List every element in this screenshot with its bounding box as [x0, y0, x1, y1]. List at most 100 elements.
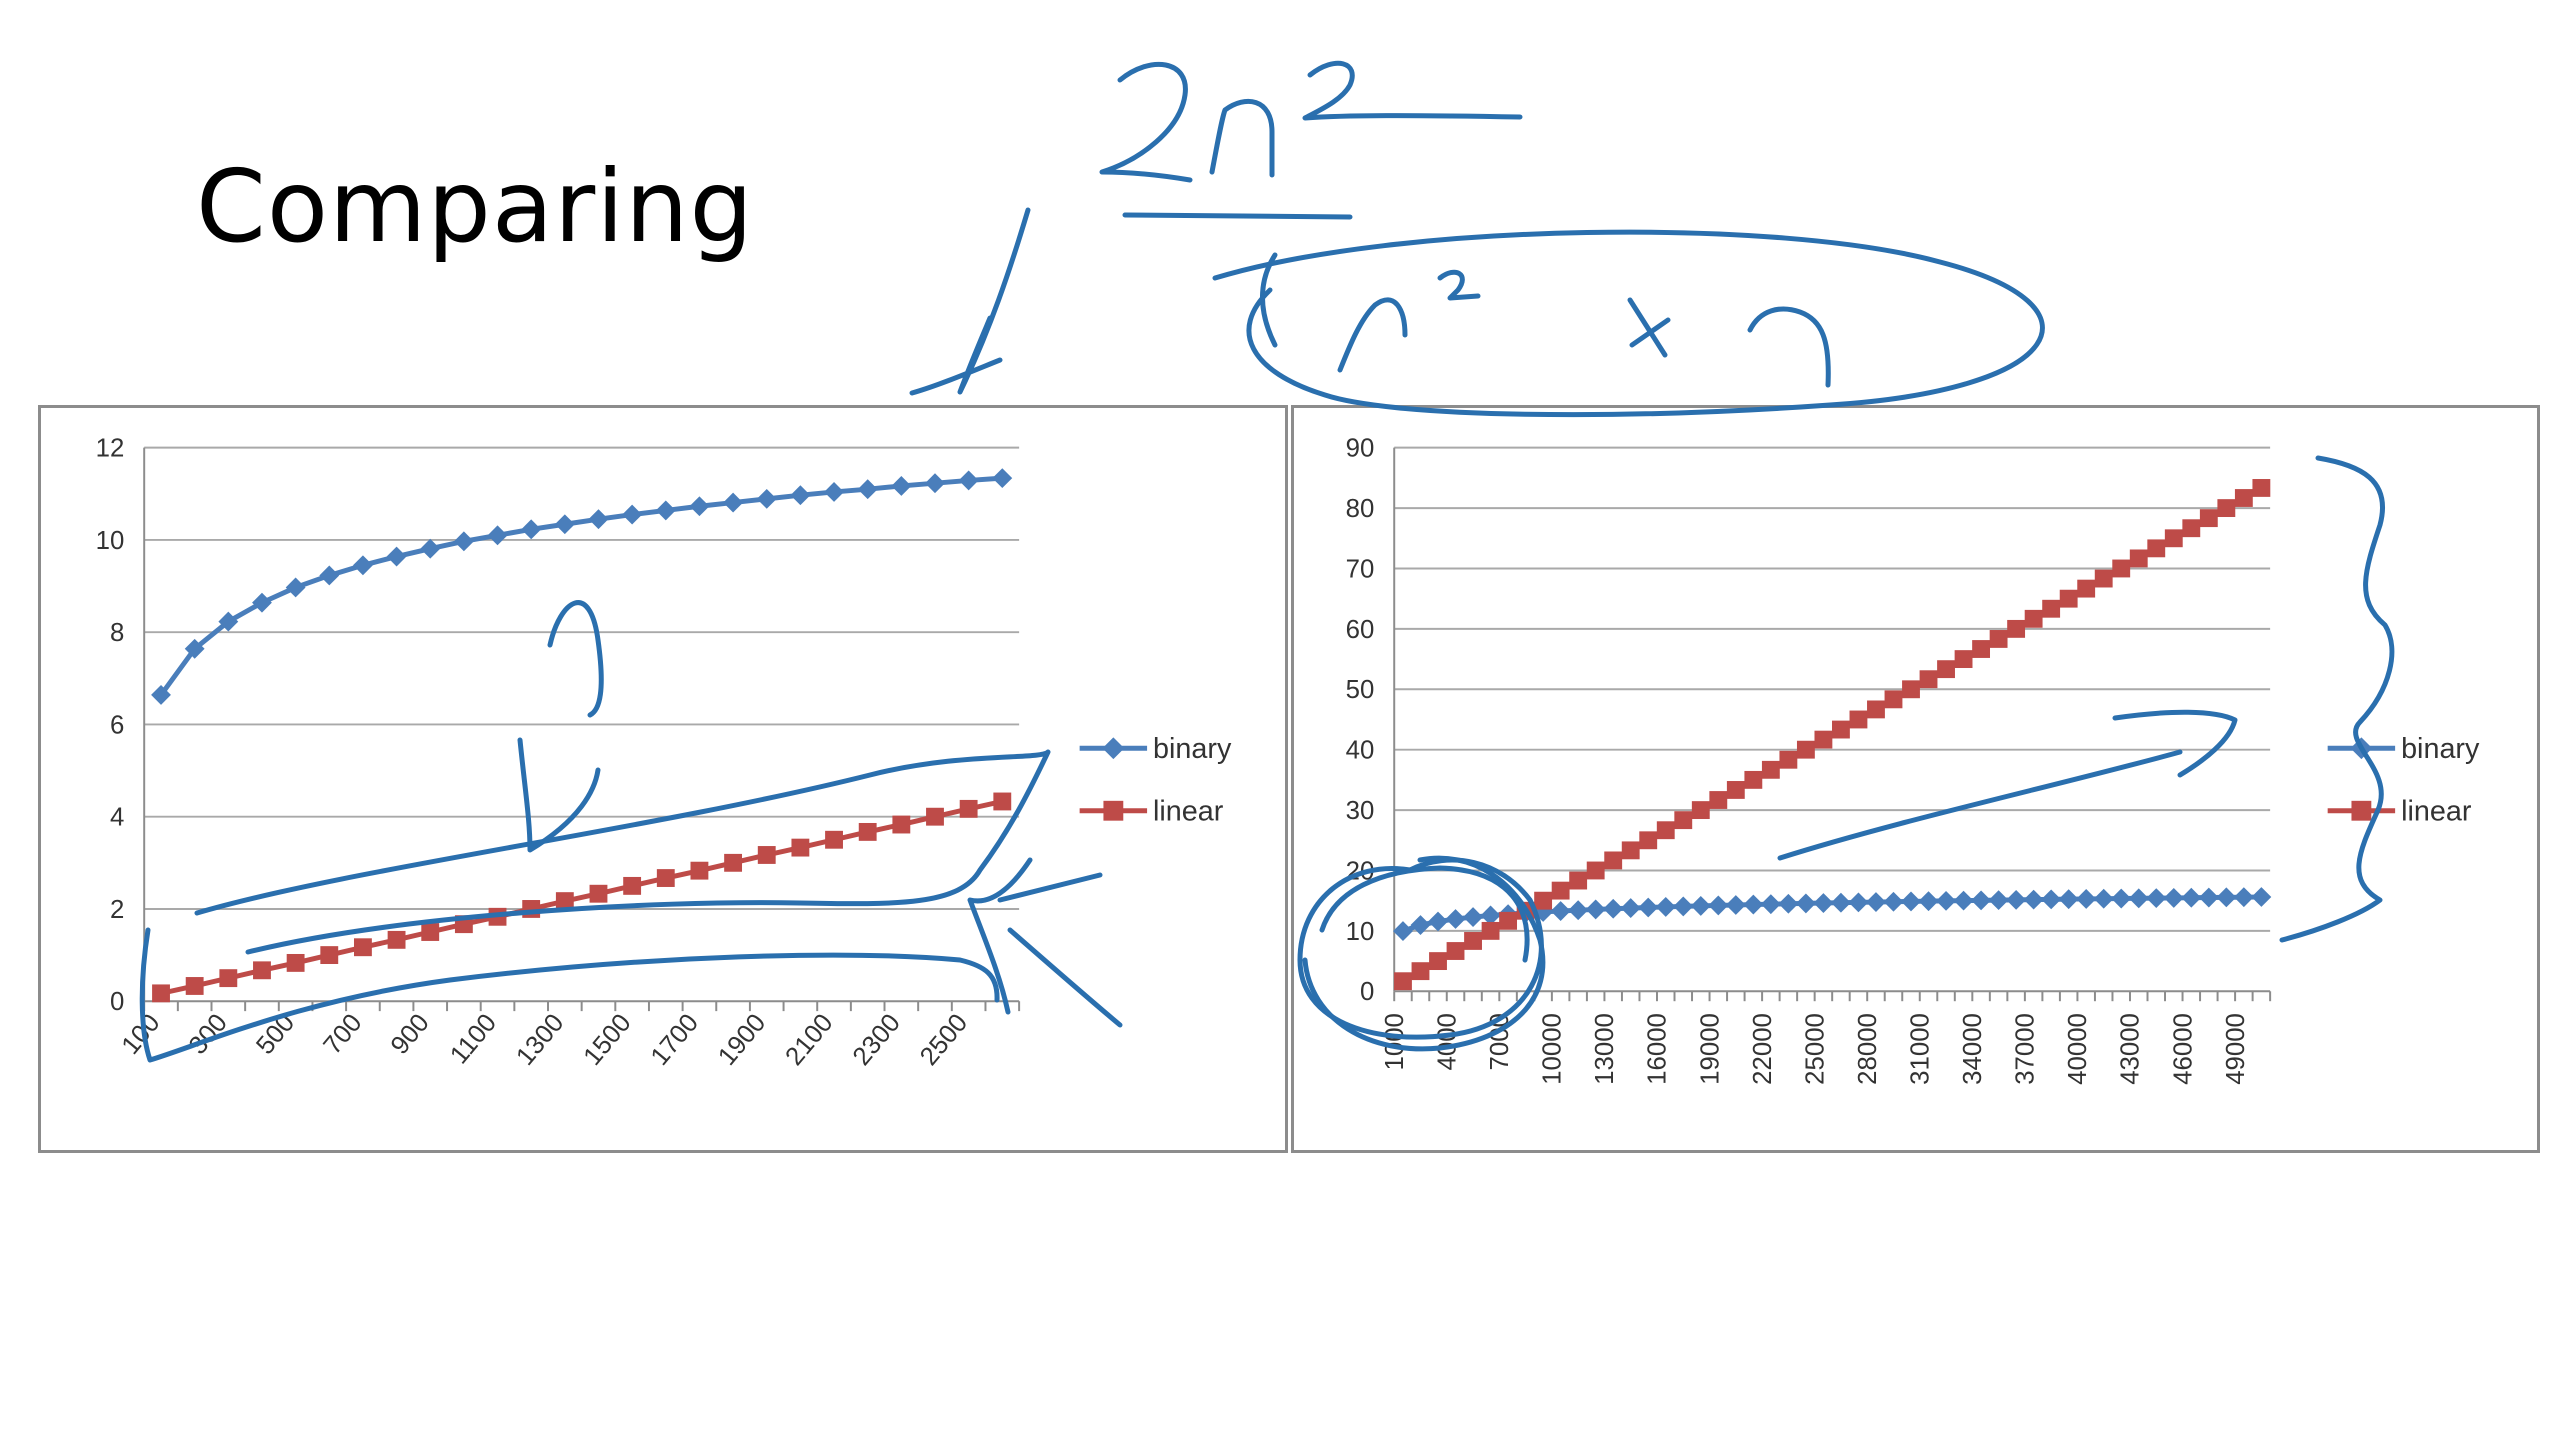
right-x-tick-label: 31000	[1907, 1013, 1935, 1085]
right-x-tick-label: 7000	[1486, 1013, 1514, 1070]
right-binary-point	[2163, 887, 2184, 908]
left-linear-point	[690, 861, 709, 880]
right-binary-point	[2111, 888, 2132, 909]
right-binary-point	[2006, 889, 2027, 910]
left-binary-point	[386, 546, 407, 567]
right-binary-point	[1778, 893, 1799, 914]
right-binary-point	[2216, 887, 2237, 908]
left-binary-point	[521, 519, 542, 540]
left-linear-point	[825, 830, 843, 849]
left-y-tick-label: 4	[110, 804, 124, 832]
right-linear-point	[1989, 630, 2008, 648]
right-linear-point	[2147, 539, 2166, 558]
left-linear-point	[522, 900, 541, 918]
left-x-tick-label: 2300	[848, 1009, 906, 1071]
right-binary-point	[2251, 887, 2272, 907]
right-linear-point	[1656, 821, 1675, 840]
right-binary-point	[1936, 890, 1956, 911]
right-binary-point	[1918, 891, 1939, 912]
right-linear-point	[1586, 861, 1605, 880]
right-y-tick-label: 0	[1360, 978, 1374, 1006]
left-linear-point	[152, 984, 170, 1003]
left-binary-point	[790, 485, 811, 506]
left-binary-point	[824, 482, 844, 502]
left-x-tick-label: 500	[251, 1009, 300, 1060]
right-binary-point	[1603, 898, 1624, 919]
left-x-tick-label: 100	[117, 1009, 166, 1060]
right-linear-point	[1814, 730, 1833, 749]
left-linear-point	[791, 838, 810, 857]
right-x-tick-label: 22000	[1749, 1013, 1777, 1085]
left-linear-point	[623, 876, 642, 895]
right-linear-point	[1411, 962, 1430, 981]
left-binary-point	[689, 496, 710, 517]
right-binary-point	[1708, 895, 1729, 916]
ink-denominator-paren	[1260, 252, 1278, 348]
right-binary-point	[2233, 887, 2254, 908]
right-linear-point	[1744, 770, 1763, 789]
right-binary-point	[1620, 898, 1641, 919]
right-y-tick-label: 90	[1346, 435, 1375, 463]
left-binary-point	[925, 473, 945, 494]
left-x-tick-label: 2500	[915, 1009, 973, 1071]
left-y-tick-label: 2	[110, 896, 124, 924]
right-linear-point	[1569, 871, 1588, 890]
right-x-tick-label: 37000	[2012, 1013, 2040, 1085]
left-linear-point	[185, 977, 204, 995]
left-linear-point	[353, 938, 372, 957]
ink-fraction-bar	[1122, 212, 1353, 220]
right-linear-point	[1534, 891, 1553, 910]
left-binary-point	[420, 538, 441, 559]
right-linear-point	[1709, 791, 1728, 809]
right-x-tick-label: 49000	[2222, 1013, 2250, 1085]
right-linear-point	[1446, 942, 1465, 960]
right-linear-point	[1674, 811, 1693, 830]
left-y-tick-label: 12	[96, 435, 125, 463]
left-binary-point	[655, 500, 676, 521]
right-binary-point	[2058, 889, 2079, 910]
right-binary-point	[1971, 890, 1991, 911]
left-linear-point	[993, 792, 1012, 811]
right-legend-marker-linear	[2351, 800, 2372, 821]
right-linear-point	[2094, 569, 2113, 588]
right-binary-point	[1638, 897, 1659, 918]
left-binary-point	[487, 525, 508, 546]
ink-denominator-exp	[1437, 269, 1481, 301]
right-linear-point	[2199, 509, 2218, 528]
right-binary-point	[1428, 911, 1448, 932]
right-x-tick-label: 19000	[1696, 1013, 1724, 1085]
right-linear-point	[1779, 750, 1798, 769]
left-linear-point	[858, 822, 877, 841]
right-linear-point	[1464, 932, 1482, 950]
left-linear-point	[421, 923, 440, 941]
right-binary-point	[2146, 888, 2167, 909]
left-binary-point	[554, 514, 575, 535]
chart-right: 0 10 20 30 40 50 60 70 80 90 1000 4000 7000 10000 1300…	[1291, 405, 2540, 1153]
left-linear-point	[219, 969, 238, 988]
right-y-tick-label: 40	[1346, 737, 1375, 765]
right-binary-point	[2181, 887, 2202, 908]
right-binary-point	[1568, 900, 1589, 921]
left-x-tick-label: 1100	[445, 1009, 502, 1069]
left-linear-point	[387, 930, 406, 949]
right-binary-point	[1953, 890, 1974, 911]
right-y-tick-label: 60	[1346, 616, 1375, 644]
left-x-tick-label: 300	[184, 1009, 233, 1060]
ink-denominator-n2	[1747, 306, 1831, 388]
right-binary-point	[2076, 889, 2097, 909]
right-linear-point	[1761, 760, 1780, 779]
right-y-tick-label: 20	[1346, 857, 1375, 885]
right-binary-point	[1988, 890, 2009, 911]
right-binary-point	[2128, 888, 2149, 909]
left-x-tick-label: 700	[318, 1009, 367, 1060]
right-linear-point	[1867, 700, 1885, 719]
right-x-tick-label: 43000	[2117, 1013, 2145, 1085]
left-binary-point	[252, 592, 272, 613]
left-linear-point	[724, 853, 743, 872]
left-binary-point	[184, 638, 205, 659]
right-linear-point	[1726, 781, 1745, 799]
right-x-tick-label: 25000	[1801, 1013, 1829, 1085]
left-y-tick-label: 8	[110, 619, 124, 647]
right-linear-point	[1919, 670, 1938, 689]
left-linear-point	[253, 961, 271, 980]
